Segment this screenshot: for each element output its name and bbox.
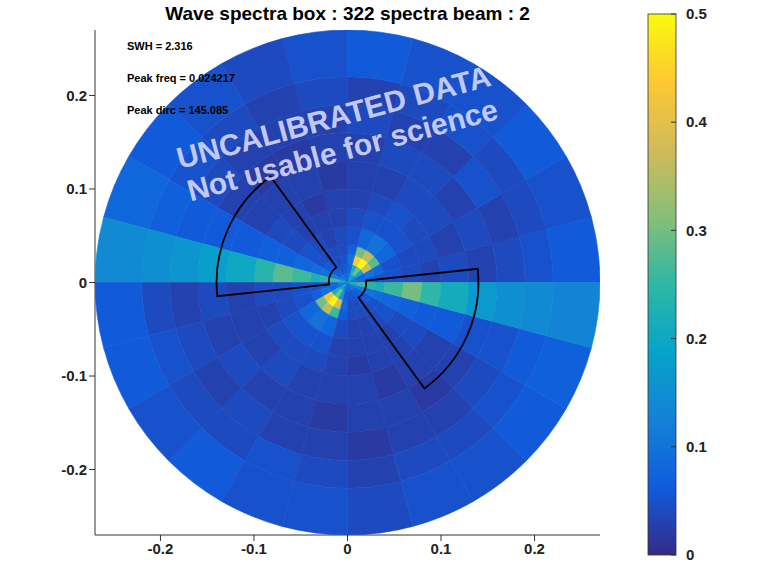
svg-text:0.2: 0.2 xyxy=(66,87,87,104)
html-text:Peak freq = 0.024217: Peak freq = 0.024217 xyxy=(127,72,235,84)
svg-text:0.1: 0.1 xyxy=(686,438,707,455)
svg-text:0.4: 0.4 xyxy=(686,113,708,130)
svg-text:0.1: 0.1 xyxy=(66,180,87,197)
svg-text:0: 0 xyxy=(686,546,694,563)
svg-text:0.1: 0.1 xyxy=(431,540,452,557)
svg-text:0: 0 xyxy=(343,540,351,557)
svg-text:0.2: 0.2 xyxy=(686,330,707,347)
html-text:Not usable for science: Not usable for science xyxy=(182,92,501,208)
svg-text:-0.1: -0.1 xyxy=(241,540,267,557)
svg-text:-0.1: -0.1 xyxy=(61,367,87,384)
svg-text:0.5: 0.5 xyxy=(686,5,707,22)
svg-text:-0.2: -0.2 xyxy=(61,461,87,478)
svg-text:0.3: 0.3 xyxy=(686,222,707,239)
svg-text:-0.2: -0.2 xyxy=(148,540,174,557)
html-text:SWH = 2.316: SWH = 2.316 xyxy=(127,40,193,52)
html-text:Peak dirc = 145.085: Peak dirc = 145.085 xyxy=(127,104,229,116)
html-text:UNCALIBRATED DATA: UNCALIBRATED DATA xyxy=(172,59,494,175)
html-text:Wave spectra box : 322 spectra: Wave spectra box : 322 spectra beam : 2 xyxy=(165,3,530,24)
svg-text:0: 0 xyxy=(79,274,87,291)
svg-text:0.2: 0.2 xyxy=(524,540,545,557)
